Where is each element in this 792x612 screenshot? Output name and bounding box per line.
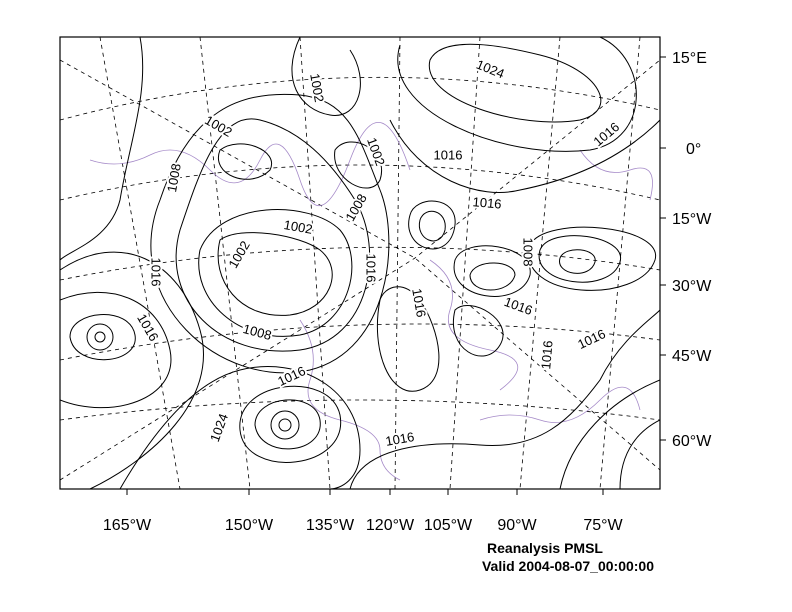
lon-label: 120°W <box>366 517 415 534</box>
lon-label: 105°W <box>424 517 473 534</box>
contour-label: 1008 <box>241 321 273 343</box>
contour-label: 1016 <box>149 258 164 287</box>
contour-label: 1008 <box>342 191 369 224</box>
contour-label: 1016 <box>364 254 379 283</box>
contour-label: 1016 <box>575 326 608 352</box>
lon-label: 135°W <box>306 517 355 534</box>
latitude-labels: 15°E 0° 15°W 30°W 45°W 60°W <box>660 50 712 450</box>
lon-label: 90°W <box>497 517 537 534</box>
contour-label: 1008 <box>521 238 536 267</box>
contour-label: 1024 <box>207 411 231 443</box>
longitude-labels: 165°W 150°W 135°W 120°W 105°W 90°W 75°W <box>103 489 624 534</box>
lat-label: 0° <box>686 141 701 158</box>
isobars <box>60 37 660 489</box>
map-body <box>60 37 660 489</box>
contour-label: 1016 <box>384 429 415 449</box>
contour-label: 1002 <box>202 112 235 139</box>
contour-label: 1016 <box>472 194 502 211</box>
lat-label: 15°W <box>672 211 712 228</box>
contour-label: 1008 <box>164 162 184 193</box>
contour-label: 1016 <box>409 287 429 318</box>
contour-label: 1016 <box>538 340 555 370</box>
lat-label: 45°W <box>672 348 712 365</box>
title: Reanalysis PMSL <box>487 540 603 556</box>
contour-label: 1016 <box>434 147 463 162</box>
contour-label: 1002 <box>225 238 252 271</box>
coastlines <box>89 122 653 481</box>
lat-label: 30°W <box>672 278 712 295</box>
subtitle: Valid 2004-08-07_00:00:00 <box>482 558 654 574</box>
contour-label: 1002 <box>283 217 314 237</box>
contour-label: 1024 <box>474 57 506 82</box>
lat-label: 60°W <box>672 433 712 450</box>
map-frame <box>59 36 661 490</box>
contour-label: 1002 <box>307 72 327 103</box>
lon-label: 165°W <box>103 517 152 534</box>
lon-label: 150°W <box>225 517 274 534</box>
contour-label: 1016 <box>502 294 534 318</box>
lat-label: 15°E <box>672 50 707 67</box>
contour-label: 1016 <box>134 311 161 344</box>
contour-label: 1002 <box>364 135 388 167</box>
contour-labels: 1002 1024 1002 1016 1002 1016 1008 1016 … <box>132 55 624 451</box>
lon-label: 75°W <box>583 517 623 534</box>
